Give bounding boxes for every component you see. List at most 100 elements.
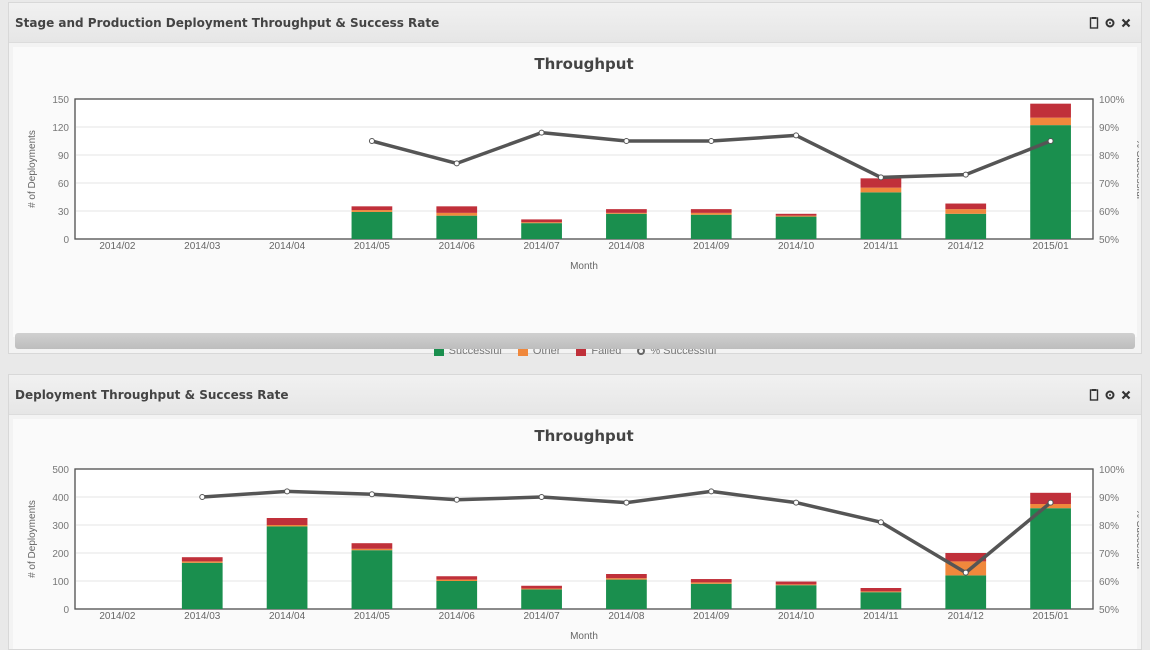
bar-other	[775, 215, 817, 217]
y2-tick-label: 80%	[1099, 521, 1119, 532]
y-tick-label: 100	[52, 577, 69, 588]
bar-failed	[775, 213, 817, 216]
bar-failed	[351, 543, 393, 549]
settings-icon[interactable]	[1105, 388, 1115, 402]
bar-other	[181, 561, 223, 563]
throughput-chart: Throughput 0 30 60 90 120 150 50% 60% 70% 80% 90% 10…	[27, 55, 1139, 272]
y-tick-label: 500	[52, 465, 69, 476]
bar-other	[606, 212, 647, 214]
x-tick-label: 2014/08	[608, 611, 645, 622]
y-tick-label: 150	[52, 95, 69, 106]
bar-other	[436, 579, 478, 581]
y2-tick-label: 100%	[1099, 465, 1125, 476]
bar-successful	[436, 215, 478, 239]
plot-area	[74, 468, 1094, 610]
y2-tick-label: 60%	[1099, 207, 1119, 218]
bar-successful	[690, 583, 732, 609]
bar-failed	[1030, 492, 1071, 504]
y2-tick-label: 50%	[1099, 605, 1119, 616]
legend-swatch-failed	[576, 346, 587, 356]
line-point	[1047, 138, 1054, 144]
bar-failed	[436, 576, 478, 580]
bar-other	[436, 212, 478, 216]
close-icon[interactable]	[1121, 388, 1131, 402]
bar-failed	[690, 209, 732, 213]
y-tick-label: 120	[52, 123, 69, 134]
y2-tick-label: 50%	[1099, 235, 1119, 246]
bar-successful	[860, 592, 902, 609]
bar-successful	[775, 585, 817, 609]
bar-successful	[690, 214, 732, 239]
bar-failed	[606, 574, 647, 579]
chart-area: Throughput 0 100 200 300 400 500 50% 60% 70% 80% 90…	[13, 419, 1139, 649]
y2-tick-label: 80%	[1099, 151, 1119, 162]
line-point	[538, 129, 545, 136]
y-tick-label: 300	[52, 521, 69, 532]
x-tick-label: 2014/04	[269, 241, 306, 252]
line-point	[962, 569, 969, 576]
x-tick-label: 2015/01	[1033, 611, 1070, 622]
panel-deployment: Deployment Throughput & Success Rate Thr…	[8, 374, 1142, 650]
bar-successful	[351, 211, 393, 239]
y-tick-label: 400	[52, 493, 69, 504]
y-tick-label: 90	[58, 151, 70, 162]
close-icon[interactable]	[1121, 16, 1131, 30]
bar-successful	[521, 223, 562, 239]
throughput-chart: Throughput 0 100 200 300 400 500 50% 60% 70% 80% 90…	[27, 427, 1139, 642]
clipboard-icon[interactable]	[1089, 16, 1099, 30]
bar-failed	[521, 219, 562, 223]
bar-failed	[181, 557, 223, 562]
bar-failed	[945, 553, 987, 562]
settings-icon[interactable]	[1105, 16, 1115, 30]
y-axis-label: # of Deployments	[27, 130, 38, 208]
x-tick-label: 2014/04	[269, 611, 306, 622]
bar-other	[351, 210, 393, 212]
x-tick-label: 2014/11	[863, 241, 899, 252]
bar-failed	[1030, 103, 1071, 118]
x-axis-label: Month	[570, 261, 598, 272]
panel-stage-production: Stage and Production Deployment Throughp…	[8, 2, 1142, 357]
y-tick-label: 0	[63, 235, 69, 246]
bar-other	[521, 222, 562, 224]
bar-failed	[775, 581, 817, 585]
bar-other	[945, 209, 987, 214]
line-point	[623, 499, 630, 506]
x-tick-label: 2014/03	[184, 241, 221, 252]
line-point	[708, 138, 715, 144]
bar-failed	[860, 588, 902, 592]
x-tick-label: 2014/08	[608, 241, 645, 252]
x-tick-label: 2014/02	[99, 611, 136, 622]
bar-successful	[266, 526, 308, 609]
line-point	[1047, 499, 1054, 506]
panel-controls	[1089, 388, 1131, 402]
line-point	[877, 519, 884, 526]
line-point	[793, 132, 800, 139]
bar-other	[351, 548, 393, 551]
y-axis-label: # of Deployments	[27, 500, 38, 578]
bar-other	[690, 582, 732, 584]
bar-failed	[860, 178, 902, 188]
y-tick-label: 60	[58, 179, 70, 190]
bar-failed	[266, 518, 308, 525]
bar-other	[266, 525, 308, 527]
x-tick-label: 2014/07	[524, 611, 561, 622]
x-tick-label: 2015/01	[1033, 241, 1070, 252]
y2-tick-label: 90%	[1099, 123, 1119, 134]
y2-axis-label: % Successful	[1134, 139, 1139, 199]
plot-border	[74, 98, 1094, 240]
bar-other	[860, 187, 902, 193]
bar-successful	[606, 213, 647, 239]
x-axis-label: Month	[570, 631, 598, 642]
chart-title: Throughput	[534, 55, 633, 73]
y-tick-label: 30	[58, 207, 70, 218]
line-point	[538, 494, 545, 500]
bar-successful	[181, 562, 223, 609]
y2-tick-label: 70%	[1099, 549, 1119, 560]
horizontal-scrollbar[interactable]	[15, 333, 1135, 349]
x-tick-label: 2014/05	[354, 611, 391, 622]
x-tick-label: 2014/05	[354, 241, 391, 252]
bar-other	[775, 584, 817, 586]
line-point	[199, 494, 206, 500]
x-tick-label: 2014/12	[948, 611, 985, 622]
clipboard-icon[interactable]	[1089, 388, 1099, 402]
